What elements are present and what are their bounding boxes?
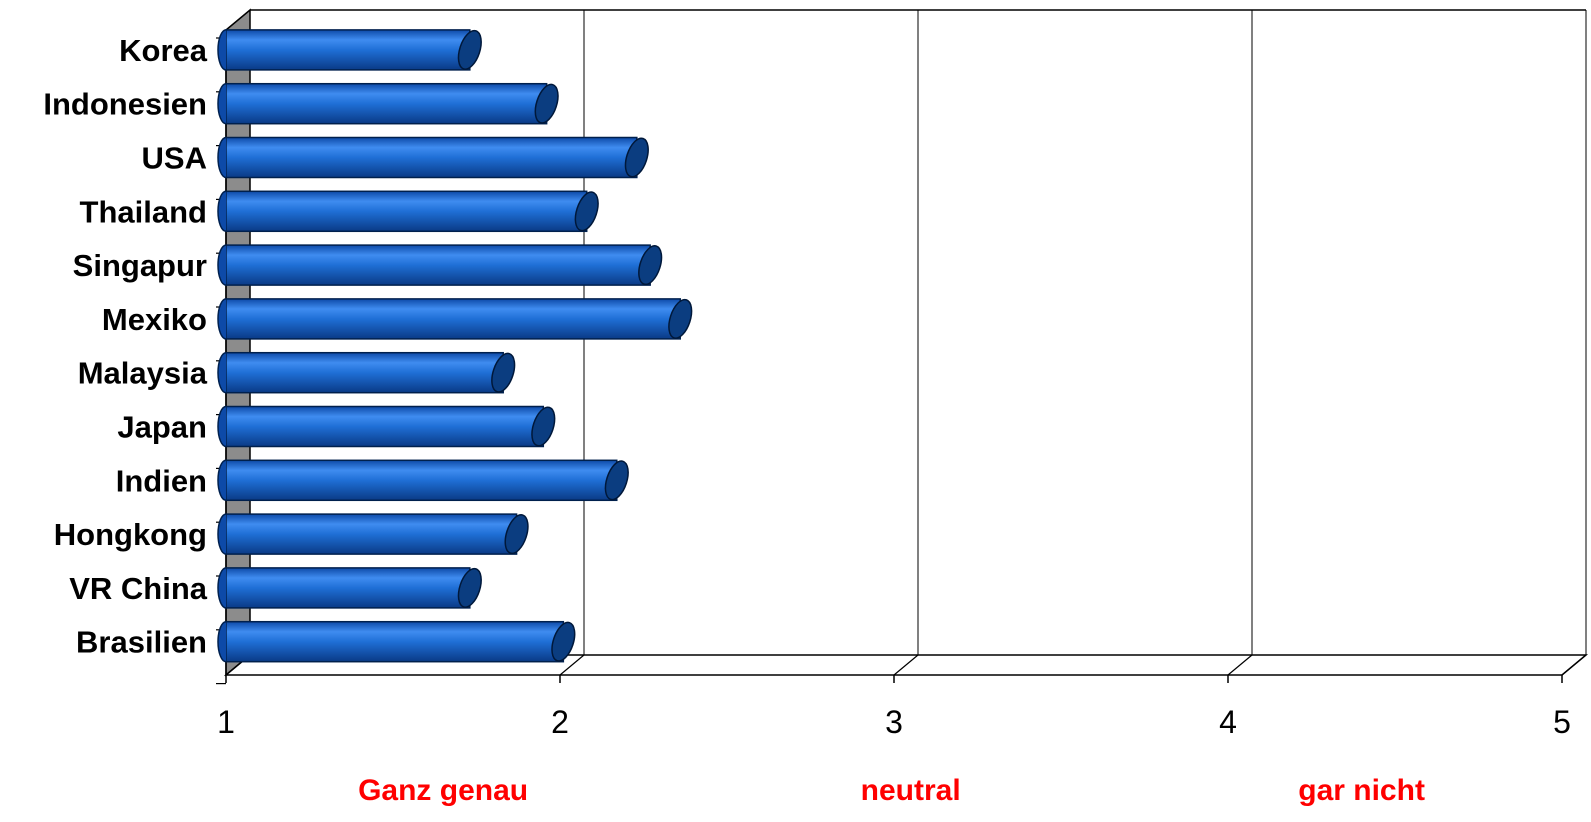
bar bbox=[217, 190, 599, 233]
bar bbox=[217, 244, 663, 286]
bar-start-cap bbox=[217, 190, 227, 233]
scale-annotation: neutral bbox=[861, 774, 961, 807]
bar-body bbox=[225, 190, 588, 233]
bar-start-cap bbox=[217, 620, 227, 663]
bar bbox=[217, 405, 556, 448]
bar-start-cap bbox=[217, 82, 227, 125]
bar-end-cap bbox=[531, 406, 556, 447]
bar bbox=[217, 459, 629, 502]
category-label: VR China bbox=[69, 571, 208, 606]
bar-body bbox=[225, 82, 548, 125]
bar-body bbox=[225, 405, 545, 448]
bar-end-cap bbox=[491, 352, 516, 393]
category-label: Indien bbox=[116, 463, 207, 498]
x-tick-label: 2 bbox=[551, 704, 569, 740]
bar bbox=[217, 620, 576, 663]
floor-gridline bbox=[1227, 654, 1253, 676]
floor-gridline bbox=[1561, 654, 1587, 676]
category-label: Malaysia bbox=[78, 356, 208, 391]
bar-start-cap bbox=[217, 136, 227, 179]
bar-body bbox=[225, 244, 651, 286]
bar-body bbox=[225, 513, 518, 555]
bar bbox=[217, 29, 482, 71]
category-label: Thailand bbox=[80, 194, 207, 229]
bar bbox=[217, 567, 482, 609]
bar-end-cap bbox=[457, 29, 482, 70]
bar-end-cap bbox=[668, 298, 693, 339]
bar-end-cap bbox=[534, 83, 559, 124]
category-label: Japan bbox=[117, 410, 207, 445]
bar-start-cap bbox=[217, 405, 227, 448]
x-tick-label: 4 bbox=[1219, 704, 1237, 740]
bar bbox=[217, 298, 693, 340]
bar-body bbox=[225, 459, 618, 502]
bar-start-cap bbox=[217, 567, 227, 609]
scale-annotation: gar nicht bbox=[1298, 774, 1425, 807]
bar-body bbox=[225, 298, 681, 340]
bar-start-cap bbox=[217, 351, 227, 394]
category-label: USA bbox=[142, 141, 207, 176]
category-label: Hongkong bbox=[54, 517, 207, 552]
bar-end-cap bbox=[604, 460, 629, 501]
floor-gridline bbox=[559, 654, 585, 676]
bar-start-cap bbox=[217, 244, 227, 286]
x-tick-label: 5 bbox=[1553, 704, 1571, 740]
category-label: Korea bbox=[119, 33, 208, 68]
bar-start-cap bbox=[217, 459, 227, 502]
x-tick-label: 1 bbox=[217, 704, 235, 740]
bar-end-cap bbox=[457, 567, 482, 608]
bar bbox=[217, 136, 649, 179]
bar-end-cap bbox=[551, 621, 576, 662]
bar bbox=[217, 351, 516, 394]
bar-end-cap bbox=[624, 137, 649, 178]
category-label: Brasilien bbox=[76, 625, 207, 660]
scale-annotation: Ganz genau bbox=[358, 774, 528, 807]
category-label: Mexiko bbox=[102, 302, 207, 337]
bar-start-cap bbox=[217, 29, 227, 71]
bar-end-cap bbox=[574, 191, 599, 232]
bar-start-cap bbox=[217, 298, 227, 340]
category-label: Singapur bbox=[73, 248, 207, 283]
bar-body bbox=[225, 620, 565, 663]
bar-body bbox=[225, 351, 504, 394]
bar-body bbox=[225, 29, 471, 71]
x-tick-label: 3 bbox=[885, 704, 903, 740]
bar-body bbox=[225, 567, 471, 609]
bar bbox=[217, 82, 559, 125]
plot-area: 1 2 3 4 5 Korea Indonesien USA Thailand Singapur M… bbox=[43, 8, 1589, 807]
bar-end-cap bbox=[504, 514, 529, 555]
bar bbox=[217, 513, 529, 555]
bar-start-cap bbox=[217, 513, 227, 555]
category-label: Indonesien bbox=[43, 87, 207, 122]
bar-body bbox=[225, 136, 638, 179]
bar-end-cap bbox=[638, 245, 663, 286]
floor-gridline bbox=[893, 654, 919, 676]
